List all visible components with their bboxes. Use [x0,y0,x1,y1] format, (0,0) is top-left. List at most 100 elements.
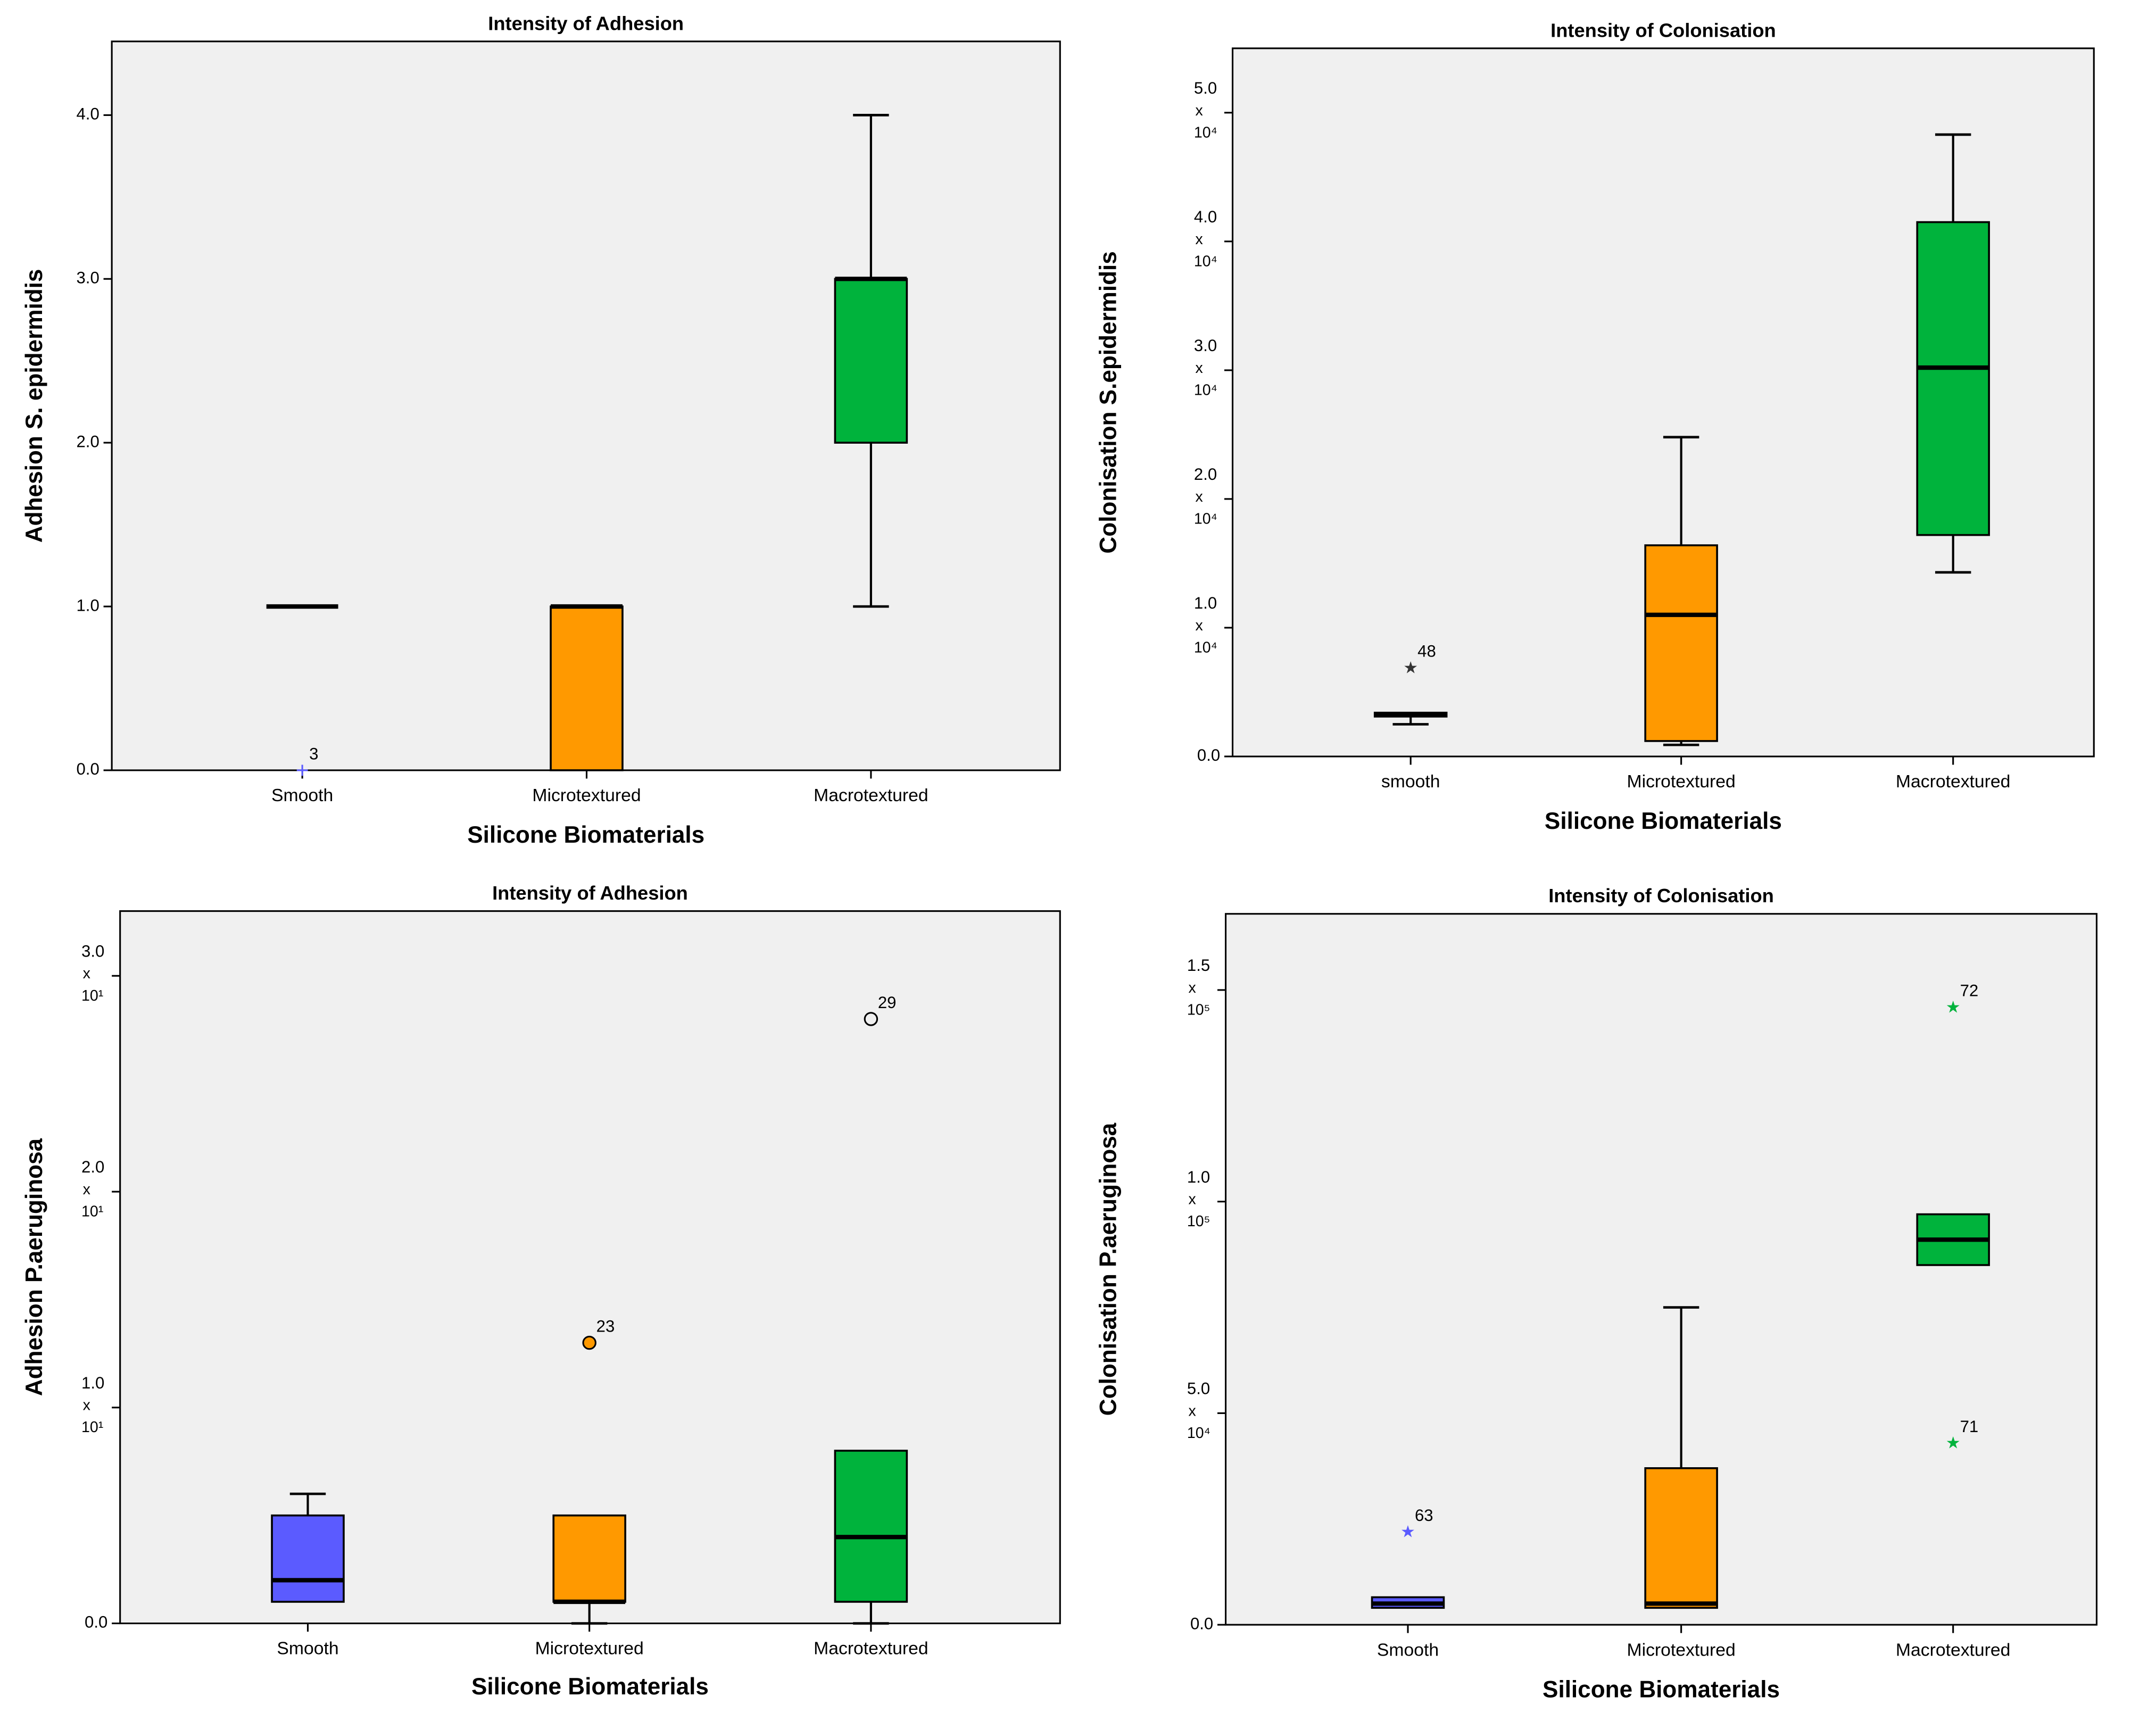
y-tick-label: 3.0 [1194,336,1217,355]
outlier-marker: ★ [1946,997,1961,1016]
y-tick-label-exponent: 10⁴ [1194,639,1217,656]
outlier-marker [864,1012,878,1026]
y-tick-label: 4.0 [1194,207,1217,226]
x-tick-label-smooth: Smooth [1377,1640,1439,1660]
outlier-48: ★48 [1403,642,1436,677]
x-tick-label-macrotextured: Macrotextured [814,1639,928,1659]
y-tick-label-times: x [1195,488,1203,505]
x-tick-label-microtextured: Microtextured [1627,1640,1736,1660]
box-macrotextured [1916,133,1990,574]
y-tick-label-exponent: 10¹ [81,1419,103,1436]
box-smooth [271,1492,345,1603]
y-tick-label: 5.0 [1187,1379,1210,1398]
y-tick-label-exponent: 10⁴ [1194,124,1217,141]
x-axis-label: Silicone Biomaterials [1545,808,1782,834]
box-microtextured [550,604,624,771]
y-tick-label: 1.0 [1187,1168,1210,1186]
outlier-marker: ★ [1400,1523,1415,1541]
x-tick-label-smooth: smooth [1381,771,1440,792]
y-tick-label-times: x [1195,231,1203,248]
y-tick-label: 4.0 [77,105,99,123]
y-axis-label: Adhesion S. epidermidis [21,269,47,543]
x-tick-label-microtextured: Microtextured [1627,771,1736,792]
x-tick-label-smooth: Smooth [277,1639,338,1659]
y-tick-label: 2.0 [1194,465,1217,484]
box-body [550,605,624,771]
outlier-marker [582,1335,596,1350]
y-tick-label-times: x [1195,360,1203,377]
outlier-label: 63 [1415,1506,1433,1525]
x-tick-label-smooth: Smooth [271,785,333,805]
outlier-63: ★63 [1400,1506,1433,1541]
box-body [834,1450,908,1603]
outlier-29: 29 [864,993,897,1026]
x-tick-label-microtextured: Microtextured [535,1639,644,1659]
outlier-label: 23 [596,1317,615,1336]
chart-title: Intensity of Adhesion [492,882,688,904]
outlier-23: 23 [582,1317,615,1350]
box-body [1644,544,1718,742]
y-tick-label-exponent: 10⁴ [1194,510,1217,527]
outlier-marker: ★ [1403,658,1418,677]
x-axis-label: Silicone Biomaterials [471,1674,709,1700]
chart-panel-p3: Intensity of Adhesion Silicone Biomateria… [21,882,1061,1700]
box-macrotextured [1916,1213,1990,1266]
y-tick-label-times: x [83,965,90,982]
box-body [552,1514,626,1603]
x-axis-label: Silicone Biomaterials [467,822,704,848]
y-tick-label-exponent: 10⁵ [1187,1213,1210,1230]
chart-panel-p1: Intensity of Adhesion Silicone Biomateria… [21,12,1061,848]
y-tick-label-times: x [1195,102,1203,119]
y-tick-label: 0.0 [77,760,99,778]
x-tick-label-macrotextured: Macrotextured [1896,771,2011,792]
y-tick-label-exponent: 10⁴ [1194,253,1217,270]
chart-title: Intensity of Adhesion [488,12,684,34]
y-tick-label-exponent: 10¹ [81,1203,103,1220]
outlier-71: ★71 [1946,1417,1979,1452]
x-tick-label-macrotextured: Macrotextured [1896,1640,2011,1660]
box-microtextured [1644,1306,1718,1609]
y-tick-label-times: x [1189,1402,1196,1419]
y-tick-label-exponent: 10⁵ [1187,1001,1210,1018]
box-microtextured [552,1514,626,1625]
chart-title: Intensity of Colonisation [1548,885,1774,907]
y-tick-label: 2.0 [77,432,99,451]
box-body [1644,1467,1718,1609]
box-body [271,1514,345,1603]
y-axis-label: Colonisation P.aeruginosa [1095,1122,1121,1416]
outlier-label: 48 [1417,642,1436,661]
x-axis-label: Silicone Biomaterials [1543,1676,1780,1702]
box-smooth [1373,711,1448,726]
y-tick-label: 0.0 [1190,1614,1213,1633]
x-tick-label-microtextured: Microtextured [532,785,641,805]
outlier-label: 29 [878,993,897,1012]
y-tick-label: 0.0 [85,1613,107,1632]
outlier-label: 3 [309,745,318,763]
x-tick-label-macrotextured: Macrotextured [814,785,928,805]
chart-panel-p2: Intensity of Colonisation Silicone Biomat… [1095,19,2095,834]
y-tick-label-times: x [1189,979,1196,996]
y-tick-label-exponent: 10¹ [81,987,103,1004]
outlier-label: 71 [1960,1417,1979,1436]
y-tick-label: 0.0 [1197,746,1220,764]
y-tick-label: 2.0 [81,1158,104,1176]
box-macrotextured [834,1450,908,1625]
box-microtextured [1644,436,1718,746]
y-axis-label: Colonisation S.epidermidis [1095,251,1121,553]
y-tick-label-times: x [83,1397,90,1414]
y-axis-label: Adhesion P.aeruginosa [21,1138,47,1396]
chart-title: Intensity of Colonisation [1550,19,1776,41]
box-macrotextured [834,114,908,608]
y-tick-label-times: x [83,1181,90,1198]
box-body [1916,221,1990,536]
y-tick-label-exponent: 10⁴ [1187,1425,1210,1442]
y-tick-label: 1.0 [1194,594,1217,612]
y-tick-label: 3.0 [77,268,99,287]
box-smooth [1371,1596,1445,1609]
outlier-72: ★72 [1946,981,1979,1016]
outlier-label: 72 [1960,981,1979,1000]
y-tick-label: 5.0 [1194,79,1217,97]
y-tick-label: 1.0 [77,596,99,614]
